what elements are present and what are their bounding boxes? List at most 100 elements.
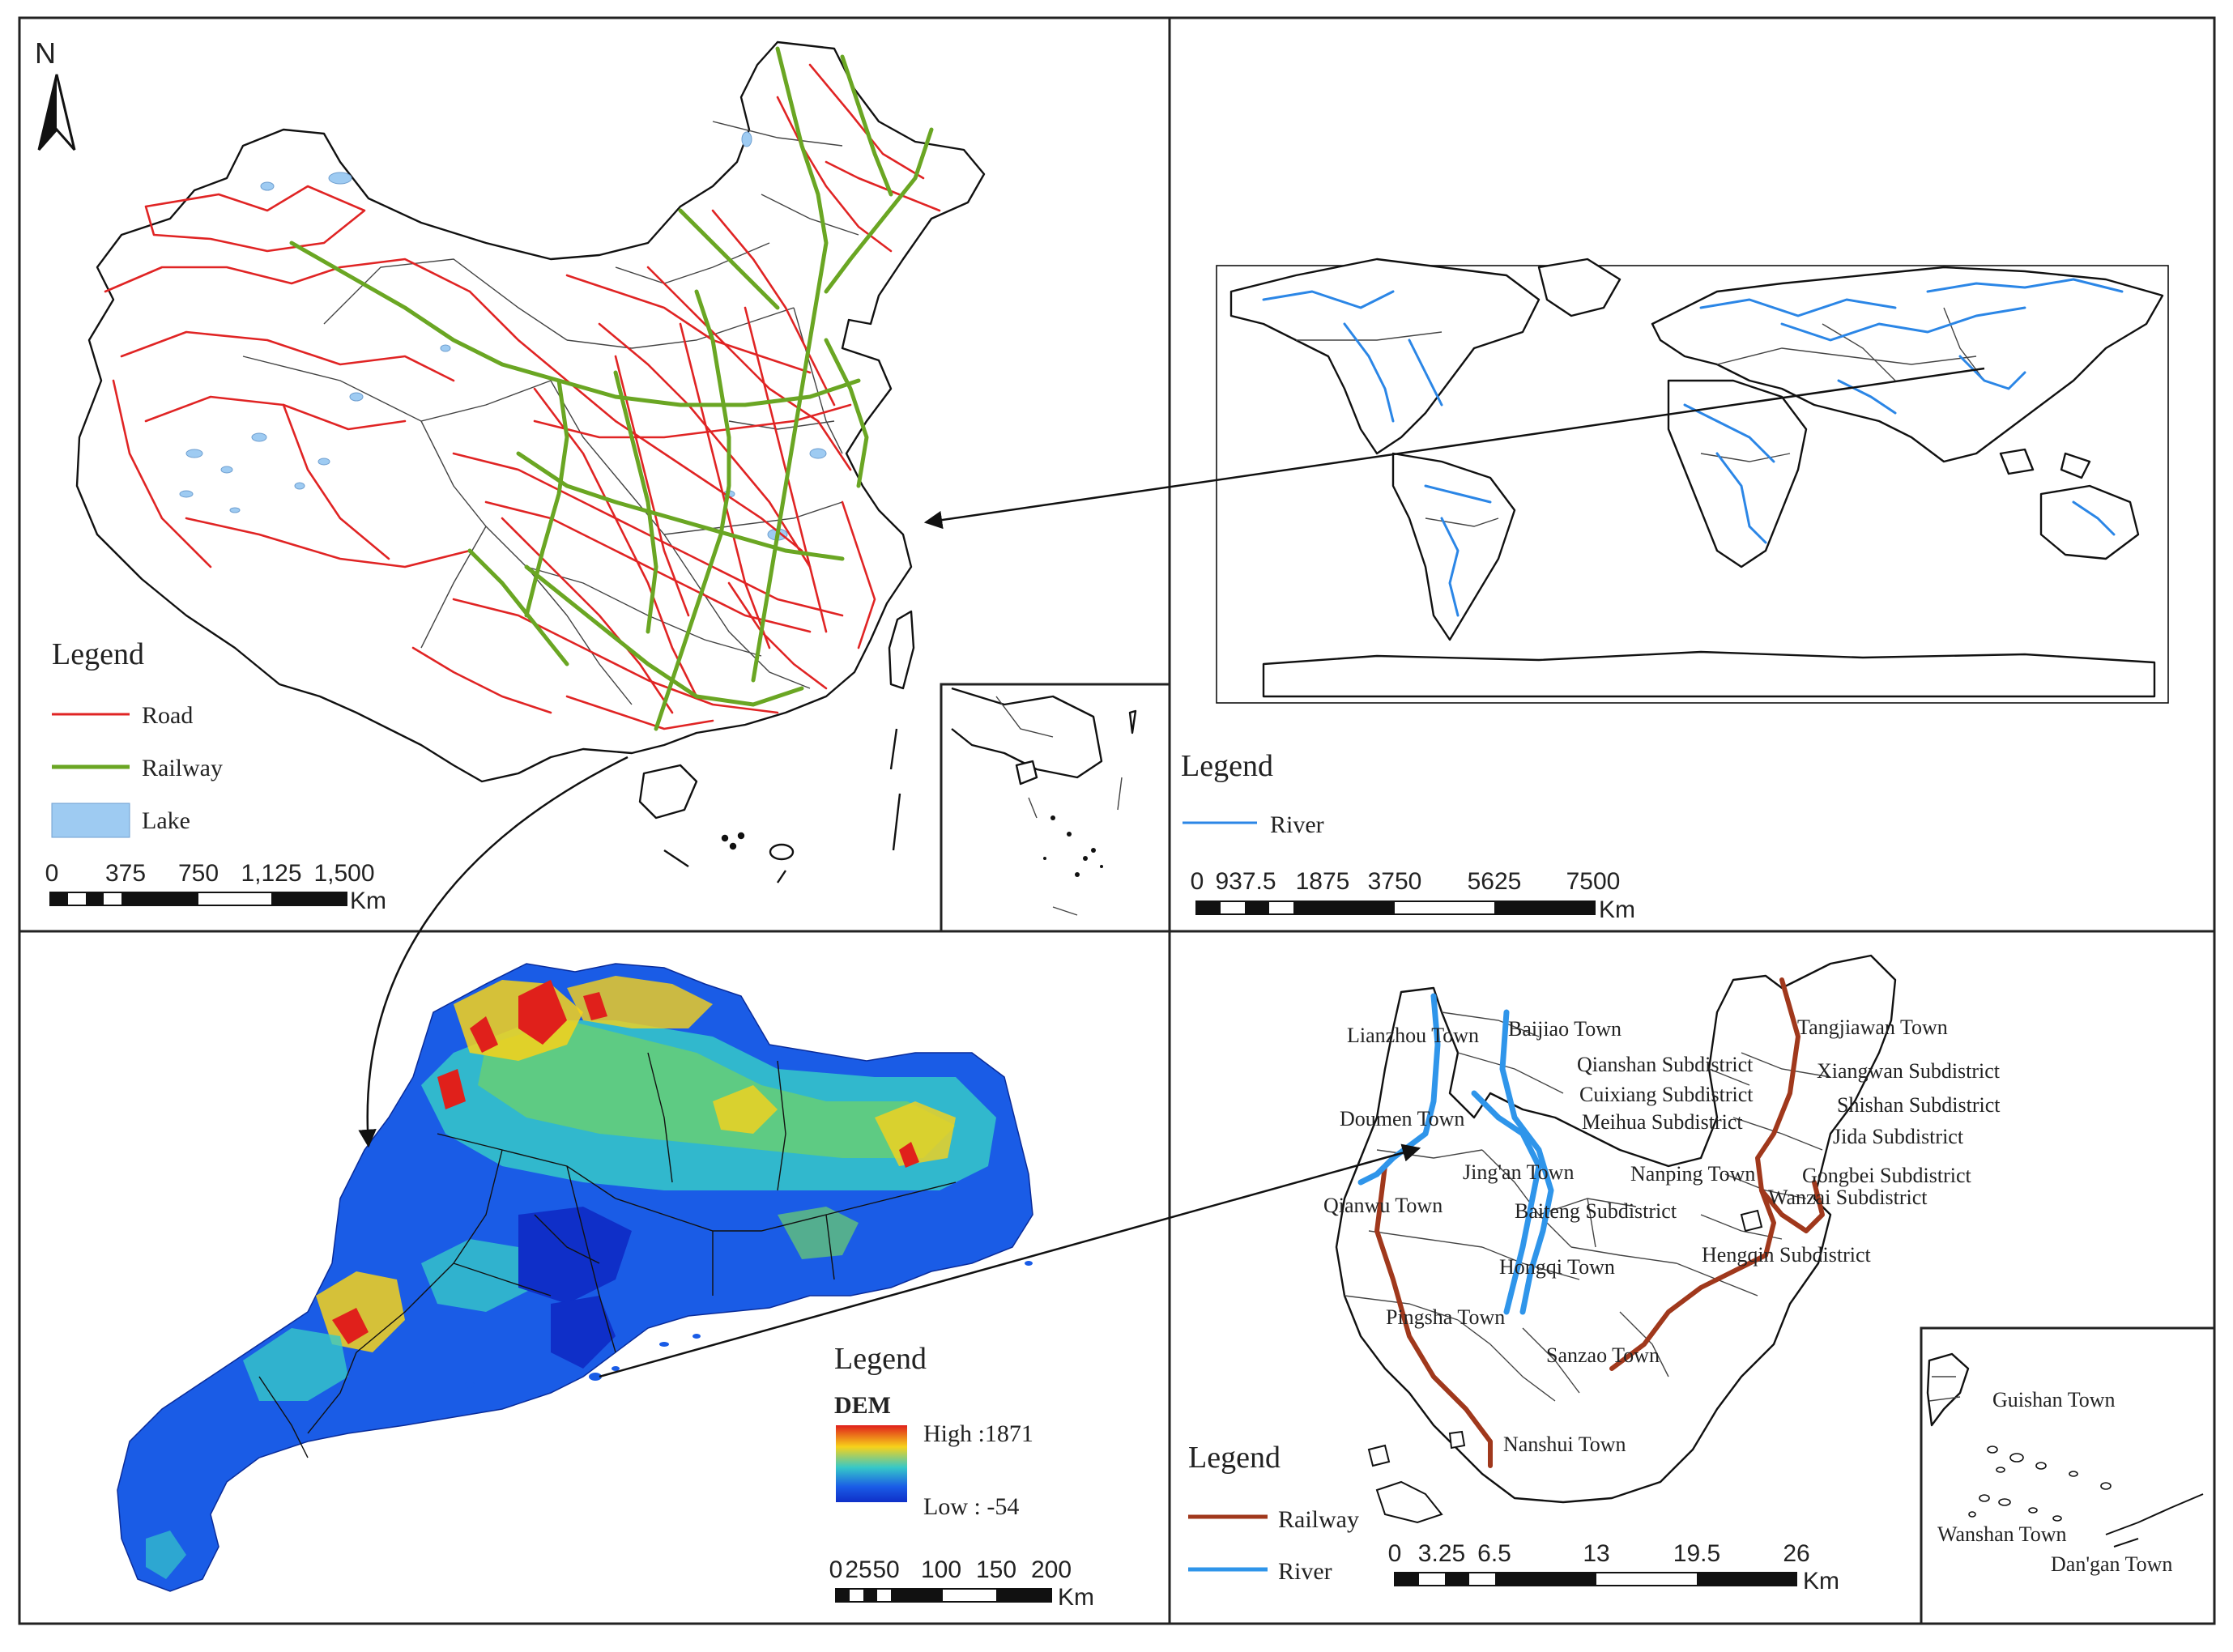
world-scale-tick-5: 7500: [1566, 868, 1621, 895]
north-arrow: N: [35, 36, 76, 151]
china-scale-tick-1: 375: [105, 860, 146, 887]
world-map-extent: [1216, 265, 2169, 704]
dem-scale-tick-2: 50: [872, 1556, 899, 1583]
town-label: Jida Subdistrict: [1833, 1125, 1964, 1148]
north-label: N: [35, 36, 56, 70]
town-label: Hongqi Town: [1499, 1255, 1615, 1279]
china-legend-title: Legend: [52, 637, 144, 671]
town-label: Baijiao Town: [1508, 1017, 1621, 1041]
zhuhai-scale-unit: Km: [1803, 1568, 1839, 1595]
world-rivers: [1262, 278, 2124, 617]
zhuhai-legend-title: Legend: [1188, 1441, 1281, 1475]
town-label: Qianwu Town: [1323, 1194, 1443, 1217]
town-label: Nanping Town: [1630, 1162, 1755, 1186]
zhuhai-scale-tick-0: 0: [1388, 1540, 1402, 1567]
china-outline: [75, 40, 986, 783]
china-scale-tick-4: 1,500: [313, 860, 374, 887]
guangdong-to-zhuhai-arrow: [599, 1143, 1421, 1378]
town-label: Cuixiang Subdistrict: [1579, 1083, 1754, 1106]
town-label: Pingsha Town: [1386, 1305, 1505, 1329]
town-label: Lianzhou Town: [1347, 1024, 1479, 1047]
dem-scale-tick-3: 100: [921, 1556, 961, 1583]
dem-legend-title: Legend: [834, 1342, 927, 1376]
sea-islands: [663, 728, 901, 883]
railway-legend-label: Railway: [142, 755, 223, 781]
world-scale-unit: Km: [1599, 896, 1635, 923]
china-to-guangdong-arrow: [358, 756, 629, 1148]
zhuhai-outline: [1335, 954, 1897, 1504]
coastal-islands: [465, 1261, 1033, 1388]
lake-legend-swatch: [51, 803, 130, 838]
zhuhai-railways: [1374, 977, 1825, 1468]
taiwan-island: [888, 610, 915, 690]
road-legend-label: Road: [142, 702, 193, 729]
inset-town-label: Dan'gan Town: [2051, 1552, 2172, 1576]
town-label: Xiangwan Subdistrict: [1817, 1059, 2001, 1083]
dem-scale-unit: Km: [1058, 1584, 1094, 1611]
dem-low-label: Low : -54: [923, 1493, 1019, 1520]
south-china-sea-inset: [940, 683, 1171, 933]
town-label: Jing'an Town: [1463, 1160, 1574, 1184]
dem-legend: Legend DEM High :1871 Low : -54: [834, 1342, 1033, 1520]
town-label: Shishan Subdistrict: [1837, 1093, 2001, 1117]
zhuhai-town-labels: Lianzhou Town Baijiao Town Tangjiawan To…: [1323, 1015, 2001, 1456]
city-boundaries: [258, 1052, 957, 1458]
inset-town-label: Wanshan Town: [1937, 1522, 2067, 1546]
inset-town-label: Guishan Town: [1992, 1388, 2116, 1411]
dem-scale-tick-4: 150: [976, 1556, 1016, 1583]
zhuhai-scale-tick-3: 13: [1583, 1540, 1609, 1567]
panel-frames: [18, 16, 2216, 1625]
zhuhai-scale-bar: 0 3.25 6.5 13 19.5 26 Km: [1388, 1540, 1839, 1595]
world-map-panel: Legend River 0 937.5 1875 3750 5625 7500…: [1181, 258, 2169, 923]
world-country-borders: [1296, 307, 1985, 527]
zhuhai-scale-tick-2: 6.5: [1477, 1540, 1511, 1567]
town-label: Wanzai Subdistrict: [1768, 1186, 1928, 1209]
world-scale-tick-4: 5625: [1468, 868, 1522, 895]
dem-scale-tick-5: 200: [1031, 1556, 1072, 1583]
china-scale-tick-2: 750: [178, 860, 219, 887]
zhuhai-scale-tick-4: 19.5: [1673, 1540, 1720, 1567]
lake-legend-label: Lake: [142, 807, 190, 834]
dem-scale-tick-0: 0: [829, 1556, 843, 1583]
dem-colour-ramp: [836, 1425, 907, 1502]
dem-high-label: High :1871: [923, 1420, 1033, 1447]
world-scale-bar: 0 937.5 1875 3750 5625 7500 Km: [1191, 868, 1635, 923]
world-scale-tick-0: 0: [1191, 868, 1204, 895]
town-label: Baiteng Subdistrict: [1515, 1199, 1677, 1223]
zhuhai-railway-legend-label: Railway: [1278, 1506, 1359, 1533]
china-scale-tick-0: 0: [45, 860, 59, 887]
roads: [104, 63, 941, 730]
province-boundaries: [242, 121, 859, 705]
town-label: Meihua Subdistrict: [1582, 1110, 1743, 1134]
zhuhai-river-legend-label: River: [1278, 1558, 1332, 1585]
world-scale-tick-1: 937.5: [1215, 868, 1276, 895]
town-label: Hengqin Subdistrict: [1702, 1243, 1871, 1267]
zhuhai-islands: [1367, 1209, 1763, 1524]
world-legend: Legend River: [1181, 749, 1324, 838]
town-label: Gongbei Subdistrict: [1802, 1164, 1971, 1187]
world-scale-tick-3: 3750: [1368, 868, 1422, 895]
dem-scale-tick-1: 25: [845, 1556, 871, 1583]
world-to-china-arrow: [923, 367, 1985, 530]
world-scale-tick-2: 1875: [1296, 868, 1350, 895]
zhuhai-scale-tick-1: 3.25: [1418, 1540, 1465, 1567]
zhuhai-map-panel: Lianzhou Town Baijiao Town Tangjiawan To…: [1188, 954, 2216, 1625]
town-label: Qianshan Subdistrict: [1577, 1053, 1754, 1076]
town-label: Tangjiawan Town: [1797, 1015, 1948, 1039]
china-scale-bar: 0 375 750 1,125 1,500 Km: [45, 860, 386, 914]
zhuhai-islands-inset: Guishan Town Wanshan Town Dan'gan Town: [1920, 1326, 2216, 1625]
china-map-panel: N: [35, 36, 1171, 933]
zhuhai-rivers: [1357, 993, 1554, 1315]
continents: [1229, 258, 2164, 698]
china-legend: Legend Road Railway Lake: [51, 637, 223, 838]
guangdong-dem-panel: Legend DEM High :1871 Low : -54 0 25 50 …: [117, 963, 1094, 1611]
hainan-island: [638, 764, 698, 820]
connecting-arrows: [358, 367, 1985, 1378]
river-legend-label: River: [1270, 811, 1324, 838]
zhuhai-legend: Legend Railway River: [1188, 1441, 1359, 1585]
town-label: Nanshui Town: [1503, 1433, 1626, 1456]
railways: [289, 46, 934, 731]
china-scale-unit: Km: [350, 888, 386, 914]
china-scale-tick-3: 1,125: [241, 860, 301, 887]
